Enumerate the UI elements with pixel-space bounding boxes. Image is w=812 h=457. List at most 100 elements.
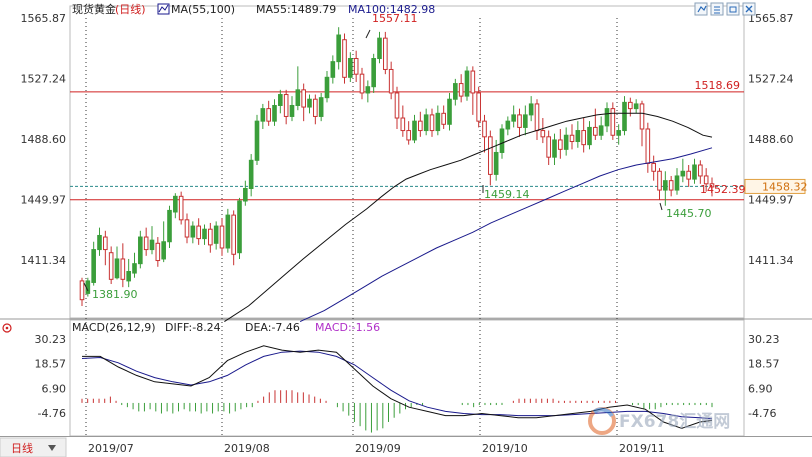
candle-down bbox=[581, 130, 586, 146]
macd-tick-left: 30.23 bbox=[35, 333, 67, 346]
candle-up bbox=[289, 104, 295, 117]
candle-down bbox=[208, 228, 213, 246]
macd-series bbox=[81, 345, 713, 433]
candle-down bbox=[651, 162, 656, 172]
candle-down bbox=[178, 195, 184, 221]
candlestick-series bbox=[79, 27, 715, 306]
candle-up bbox=[173, 195, 178, 213]
candle-up bbox=[161, 241, 166, 260]
price-tick-left: 1527.24 bbox=[21, 72, 67, 85]
candle-down bbox=[283, 94, 289, 117]
candle-down bbox=[231, 214, 236, 255]
candle-down bbox=[400, 117, 406, 132]
extreme-price-label: 1459.14 bbox=[484, 188, 530, 201]
fx678-logo bbox=[588, 407, 616, 435]
candle-down bbox=[108, 252, 114, 280]
candle-up bbox=[563, 134, 569, 150]
candle-up bbox=[493, 151, 499, 175]
macd-params-label: MACD(26,12,9) bbox=[72, 321, 156, 334]
x-tick-label: 2019/10 bbox=[482, 442, 528, 455]
candle-down bbox=[458, 83, 464, 97]
candle-down bbox=[143, 236, 149, 251]
candle-up bbox=[663, 180, 668, 191]
candle-up bbox=[272, 104, 277, 122]
candle-up bbox=[622, 101, 627, 132]
candle-up bbox=[202, 228, 207, 240]
candle-up bbox=[412, 120, 417, 141]
candle-up bbox=[324, 76, 330, 99]
candle-down bbox=[657, 170, 662, 191]
candle-up bbox=[190, 225, 196, 238]
candle-up bbox=[528, 103, 534, 116]
macd-tick-right: 18.57 bbox=[748, 358, 780, 371]
candle-down bbox=[441, 112, 446, 125]
candle-down bbox=[546, 136, 551, 158]
candle-up bbox=[604, 108, 610, 127]
candle-down bbox=[266, 108, 271, 122]
dea-line bbox=[81, 350, 713, 420]
window-restore-icon[interactable] bbox=[726, 2, 740, 16]
current-price-box bbox=[744, 178, 806, 194]
macd-hist-value: MACD:-1.56 bbox=[315, 321, 380, 334]
grid-layer bbox=[85, 18, 618, 436]
tab-daily[interactable]: 日线 bbox=[0, 437, 67, 457]
candle-down bbox=[703, 175, 709, 185]
candle-up bbox=[674, 175, 680, 191]
candle-down bbox=[418, 120, 423, 132]
candle-up bbox=[260, 108, 266, 122]
candle-down bbox=[196, 225, 201, 240]
x-tick-label: 2019/09 bbox=[355, 442, 401, 455]
candle-down bbox=[103, 236, 108, 251]
x-tick-label: 2019/08 bbox=[224, 442, 270, 455]
candle-up bbox=[126, 270, 131, 282]
tab-daily-label: 日线 bbox=[11, 441, 33, 455]
candle-down bbox=[558, 139, 563, 150]
candle-down bbox=[383, 37, 388, 70]
x-tick-label: 2019/07 bbox=[88, 442, 134, 455]
candle-up bbox=[616, 130, 621, 136]
candle-up bbox=[254, 120, 260, 161]
chart-settings-icon[interactable] bbox=[694, 2, 708, 16]
candle-down bbox=[569, 134, 575, 143]
macd-tick-right: 6.90 bbox=[748, 382, 773, 395]
layout-toggle-icon[interactable] bbox=[710, 2, 724, 16]
candle-up bbox=[680, 170, 686, 177]
candle-up bbox=[365, 86, 371, 94]
candle-up bbox=[348, 58, 353, 78]
candle-down bbox=[482, 120, 487, 138]
price-tick-left: 1488.60 bbox=[21, 133, 67, 146]
candle-up bbox=[598, 125, 604, 136]
annotation-pointer bbox=[659, 202, 663, 211]
candle-down bbox=[429, 114, 435, 132]
candle-down bbox=[517, 114, 522, 128]
candle-up bbox=[295, 89, 301, 106]
axis-ticks: 2019/07 2019/08 2019/09 2019/10 2019/11 1565.… bbox=[21, 12, 794, 455]
level-label: 1518.69 bbox=[695, 79, 741, 92]
candle-up bbox=[336, 34, 341, 63]
window-close-icon[interactable] bbox=[742, 2, 756, 16]
candle-down bbox=[610, 108, 616, 136]
candle-up bbox=[523, 114, 528, 128]
ma-params-label: MA(55,100) bbox=[171, 3, 235, 16]
candle-down bbox=[668, 180, 674, 191]
ma-indicator-icon bbox=[157, 3, 170, 15]
candle-up bbox=[377, 37, 382, 60]
extreme-price-label: 1557.11 bbox=[372, 12, 418, 25]
extreme-price-label: 1452.39 bbox=[700, 183, 746, 196]
candle-up bbox=[575, 130, 581, 143]
candle-down bbox=[686, 170, 691, 180]
ma55-line bbox=[224, 112, 713, 323]
period-label: (日线) bbox=[115, 2, 146, 16]
price-tick-left: 1411.34 bbox=[21, 254, 67, 267]
price-tick-right: 1488.60 bbox=[748, 133, 794, 146]
candle-up bbox=[307, 98, 312, 108]
instrument-title: 现货黄金 bbox=[72, 2, 116, 16]
price-tick-right: 1411.34 bbox=[748, 254, 794, 267]
candle-up bbox=[371, 58, 376, 88]
candle-up bbox=[243, 187, 248, 202]
candle-up bbox=[447, 98, 452, 125]
candle-down bbox=[488, 136, 493, 175]
annotation-pointer bbox=[365, 29, 371, 39]
candle-up bbox=[435, 112, 441, 132]
candle-up bbox=[213, 225, 219, 244]
